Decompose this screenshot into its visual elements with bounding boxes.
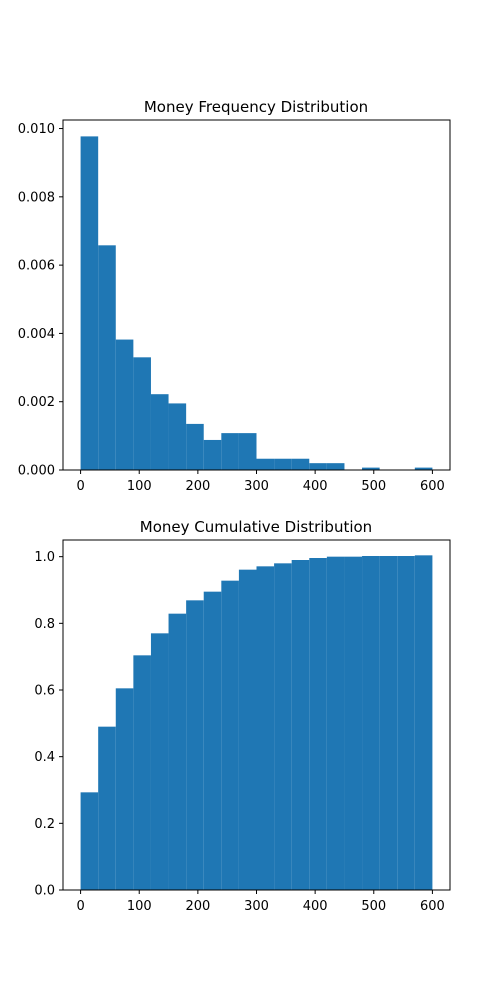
x-tick-label: 300 (244, 479, 269, 494)
histogram-bar (414, 555, 433, 890)
x-axis: 0 100 200 300 400 500 600 (76, 470, 445, 494)
histogram-bar (203, 439, 222, 470)
y-tick-label: 0.008 (18, 190, 55, 205)
chart-money-frequency: Money Frequency Distribution 0 100 200 300 4… (18, 98, 451, 494)
histogram-bar (115, 688, 134, 890)
histogram-bar (238, 569, 257, 890)
x-tick-label: 400 (303, 899, 328, 914)
y-tick-label: 0.004 (18, 327, 55, 342)
y-tick-label: 0.6 (34, 684, 55, 699)
y-tick-label: 0.000 (18, 464, 55, 479)
histogram-bar (309, 463, 327, 470)
x-axis: 0 100 200 300 400 500 600 (76, 890, 445, 914)
histogram-bar (379, 556, 398, 890)
chart-title: Money Frequency Distribution (144, 98, 368, 116)
x-tick-label: 500 (361, 479, 386, 494)
bars (80, 555, 433, 890)
chart-title: Money Cumulative Distribution (140, 518, 372, 536)
x-tick-label: 200 (185, 479, 210, 494)
histogram-bar (256, 458, 275, 470)
histogram-bar (291, 458, 310, 470)
histogram-bar (414, 467, 433, 470)
x-tick-label: 100 (127, 479, 152, 494)
histogram-bar (168, 613, 187, 890)
histogram-bar (274, 458, 292, 470)
histogram-bar (221, 433, 239, 470)
histogram-bar (186, 423, 204, 470)
histogram-bar (362, 556, 380, 890)
histogram-bar (362, 467, 380, 470)
y-tick-label: 0.8 (34, 617, 55, 632)
y-tick-label: 0.2 (34, 817, 55, 832)
x-tick-label: 600 (420, 899, 445, 914)
histogram-bar (98, 245, 116, 470)
histogram-bar (274, 563, 292, 890)
histogram-bar (133, 357, 151, 470)
y-axis: 0.0 0.2 0.4 0.6 0.8 1.0 (34, 550, 63, 899)
histogram-bar (344, 556, 363, 890)
histogram-bar (326, 463, 345, 470)
histogram-bar (291, 560, 310, 890)
bars (80, 136, 433, 470)
x-tick-label: 300 (244, 899, 269, 914)
histogram-bar (203, 591, 222, 890)
histogram-bar (397, 556, 415, 890)
chart-money-cumulative: Money Cumulative Distribution 0 100 200 300… (34, 518, 451, 914)
histogram-bar (115, 339, 134, 470)
histogram-bar (80, 136, 99, 470)
y-tick-label: 0.002 (18, 395, 55, 410)
y-axis: 0.000 0.002 0.004 0.006 0.008 0.010 (18, 122, 63, 479)
histogram-bar (150, 633, 169, 890)
y-tick-label: 1.0 (34, 550, 55, 565)
x-tick-label: 0 (76, 899, 84, 914)
x-tick-label: 0 (76, 479, 84, 494)
histogram-bar (221, 580, 239, 890)
x-tick-label: 200 (185, 899, 210, 914)
histogram-bar (326, 556, 345, 890)
histogram-bar (186, 600, 204, 890)
y-tick-label: 0.0 (34, 884, 55, 899)
x-tick-label: 600 (420, 479, 445, 494)
histogram-bar (133, 655, 151, 890)
histogram-bar (80, 792, 99, 890)
y-tick-label: 0.010 (18, 122, 55, 137)
x-tick-label: 400 (303, 479, 328, 494)
x-tick-label: 100 (127, 899, 152, 914)
histogram-bar (98, 726, 116, 890)
histogram-bar (309, 558, 327, 890)
x-tick-label: 500 (361, 899, 386, 914)
histogram-bar (168, 403, 187, 470)
histogram-bar (238, 433, 257, 470)
histogram-bar (256, 566, 275, 890)
histogram-bar (150, 394, 169, 470)
y-tick-label: 0.4 (34, 750, 55, 765)
y-tick-label: 0.006 (18, 259, 55, 274)
